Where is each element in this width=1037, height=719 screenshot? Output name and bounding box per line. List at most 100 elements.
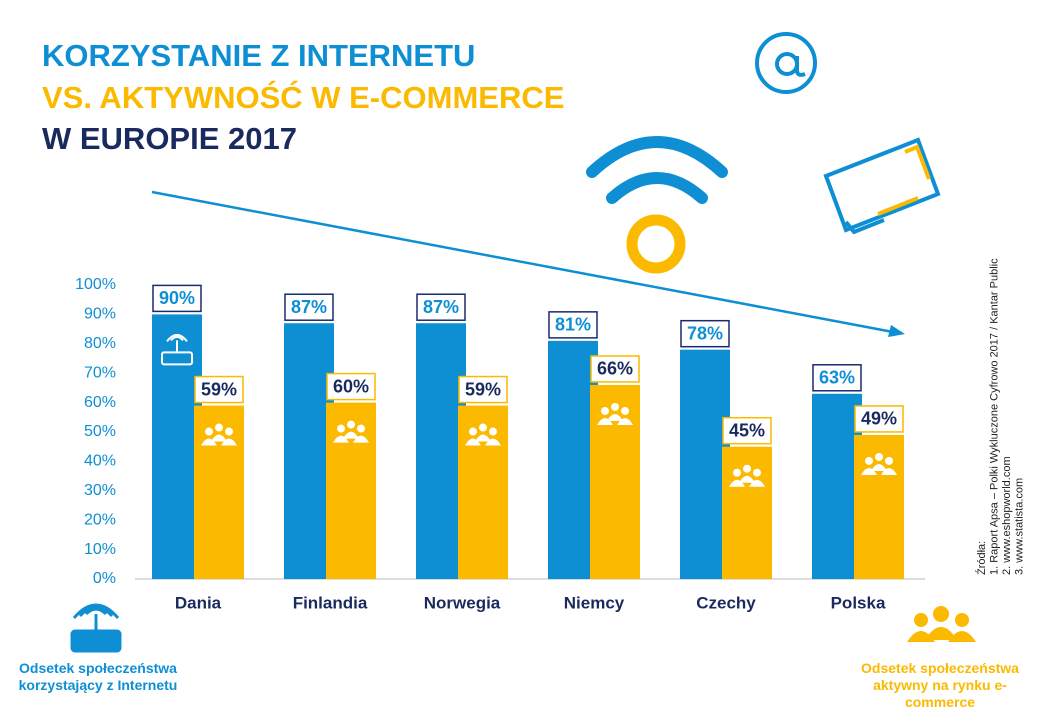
icon-part	[469, 427, 477, 436]
x-tick-label: Dania	[175, 593, 222, 612]
icon-part	[479, 423, 487, 432]
value-label: 90%	[159, 288, 195, 308]
value-label: 59%	[201, 379, 237, 399]
value-label-box	[326, 372, 376, 401]
x-tick-label: Norwegia	[424, 593, 501, 612]
legend-router	[70, 603, 122, 653]
icon-part	[743, 464, 751, 473]
bar-icon	[333, 420, 369, 443]
icon-part	[475, 434, 491, 442]
icon-part	[225, 427, 233, 436]
icon-part	[885, 456, 893, 465]
icon-part	[211, 434, 227, 442]
y-tick-label: 50%	[84, 423, 116, 440]
value-label: 63%	[819, 368, 855, 388]
icon-part	[205, 427, 213, 436]
value-label: 78%	[687, 323, 723, 343]
icon-part	[875, 452, 883, 461]
bar	[416, 323, 466, 579]
bar-icon	[161, 333, 193, 366]
icon-part	[166, 333, 188, 353]
y-tick-label: 30%	[84, 482, 116, 499]
bar-icon	[465, 423, 501, 446]
bar-icon	[201, 423, 237, 446]
bar-icon	[729, 464, 765, 487]
icon-part	[337, 424, 345, 433]
x-tick-label: Czechy	[696, 593, 756, 612]
value-label-box	[458, 375, 508, 404]
sources: Źródła: 1. Raport Apsa – Polki Wykluczone…	[975, 258, 1026, 575]
value-label-box	[680, 319, 730, 348]
y-tick-label: 0%	[93, 570, 116, 587]
value-label-box	[854, 405, 904, 433]
bar	[152, 314, 202, 579]
bar	[194, 405, 244, 579]
monitor-icon	[823, 137, 941, 235]
icon-part	[621, 406, 629, 415]
value-label-box	[284, 293, 334, 321]
icon-part	[733, 468, 741, 477]
value-label-box	[722, 416, 772, 445]
value-label-box	[194, 375, 244, 404]
icon-part	[489, 427, 497, 436]
x-tick-label: Finlandia	[293, 593, 368, 612]
icon-part	[607, 413, 623, 421]
icon-part	[215, 423, 223, 432]
value-label-box	[548, 311, 598, 339]
icon-part	[753, 468, 761, 477]
y-tick-label: 10%	[84, 541, 116, 558]
legend-people	[907, 606, 976, 642]
value-label: 66%	[597, 359, 633, 379]
value-label-box	[152, 284, 202, 313]
icon-part	[347, 420, 355, 429]
trend-arrow	[151, 190, 905, 337]
value-label: 49%	[861, 409, 897, 429]
y-tick-label: 40%	[84, 453, 116, 470]
bar-icon	[861, 452, 897, 475]
icon-part	[601, 406, 609, 415]
y-tick-label: 90%	[84, 306, 116, 323]
icon-part	[343, 431, 359, 439]
source-line: Źródła:	[975, 541, 988, 575]
x-tick-label: Niemcy	[564, 593, 625, 612]
bar	[458, 405, 508, 579]
icon-part	[611, 402, 619, 411]
bar-icon	[597, 402, 633, 425]
value-label: 60%	[333, 376, 369, 396]
bar	[284, 323, 334, 579]
title-line: W EUROPIE 2017	[42, 121, 297, 156]
icon-part	[739, 475, 755, 483]
value-label: 45%	[729, 420, 765, 440]
source-line: 1. Raport Apsa – Polki Wykluczone Cyfrow…	[988, 258, 1000, 575]
bar	[812, 393, 862, 579]
y-tick-label: 70%	[84, 364, 116, 381]
legend-entry: Odsetek społeczeństwa aktywny na rynku e…	[861, 660, 1019, 710]
x-tick-label: Polska	[831, 593, 886, 612]
title-line: VS. AKTYWNOŚĆ W E-COMMERCE	[42, 79, 564, 115]
bar	[548, 340, 598, 579]
icon-part	[871, 463, 887, 471]
value-label-box	[812, 364, 862, 392]
y-tick-label: 80%	[84, 335, 116, 352]
title-line: KORZYSTANIE Z INTERNETU	[42, 38, 475, 73]
icon-part	[865, 456, 873, 465]
at-icon	[755, 32, 817, 94]
icon-part	[357, 424, 365, 433]
y-tick-label: 60%	[84, 394, 116, 411]
value-label: 81%	[555, 315, 591, 335]
source-line: 2. www.eshopworld.com	[1001, 456, 1013, 575]
legend-entry: Odsetek społeczeństwa korzystający z Int…	[18, 660, 178, 693]
source-line: 3. www.statista.com	[1013, 478, 1025, 575]
value-label-box	[590, 355, 640, 383]
value-label: 87%	[291, 297, 327, 317]
value-label: 87%	[423, 297, 459, 317]
y-tick-label: 100%	[75, 276, 116, 293]
y-tick-label: 20%	[84, 511, 116, 528]
bar	[326, 402, 376, 579]
wifi-icon	[586, 136, 728, 274]
bar	[680, 349, 730, 579]
value-label-box	[416, 293, 466, 321]
value-label: 59%	[465, 379, 501, 399]
